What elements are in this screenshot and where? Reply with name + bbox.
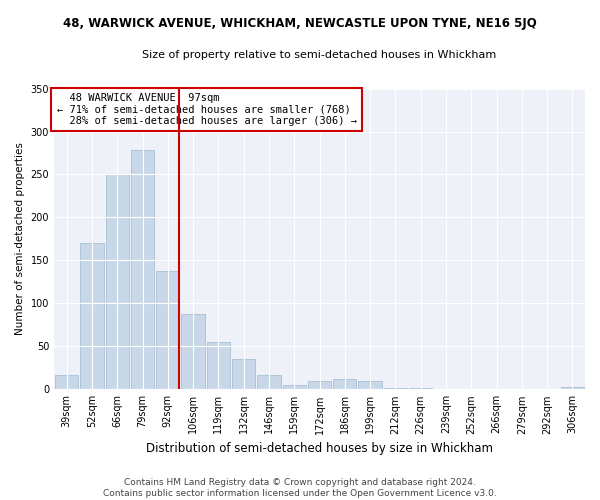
Text: Contains HM Land Registry data © Crown copyright and database right 2024.
Contai: Contains HM Land Registry data © Crown c… (103, 478, 497, 498)
Bar (308, 380, 331, 390)
Bar (384, 388, 407, 390)
Bar (333, 379, 356, 390)
Bar (156, 270, 179, 390)
Bar (561, 386, 584, 390)
Bar (106, 174, 129, 390)
Bar (358, 380, 382, 390)
Bar (283, 385, 306, 390)
Bar (409, 388, 432, 390)
Text: 48, WARWICK AVENUE, WHICKHAM, NEWCASTLE UPON TYNE, NE16 5JQ: 48, WARWICK AVENUE, WHICKHAM, NEWCASTLE … (63, 18, 537, 30)
Text: 48 WARWICK AVENUE: 97sqm
← 71% of semi-detached houses are smaller (768)
  28% o: 48 WARWICK AVENUE: 97sqm ← 71% of semi-d… (56, 93, 356, 126)
Bar (232, 359, 256, 390)
Y-axis label: Number of semi-detached properties: Number of semi-detached properties (15, 142, 25, 336)
X-axis label: Distribution of semi-detached houses by size in Whickham: Distribution of semi-detached houses by … (146, 442, 493, 455)
Bar (80, 243, 104, 390)
Bar (131, 150, 154, 390)
Title: Size of property relative to semi-detached houses in Whickham: Size of property relative to semi-detach… (142, 50, 497, 60)
Bar (207, 342, 230, 390)
Bar (55, 374, 79, 390)
Bar (181, 314, 205, 390)
Bar (257, 374, 281, 390)
